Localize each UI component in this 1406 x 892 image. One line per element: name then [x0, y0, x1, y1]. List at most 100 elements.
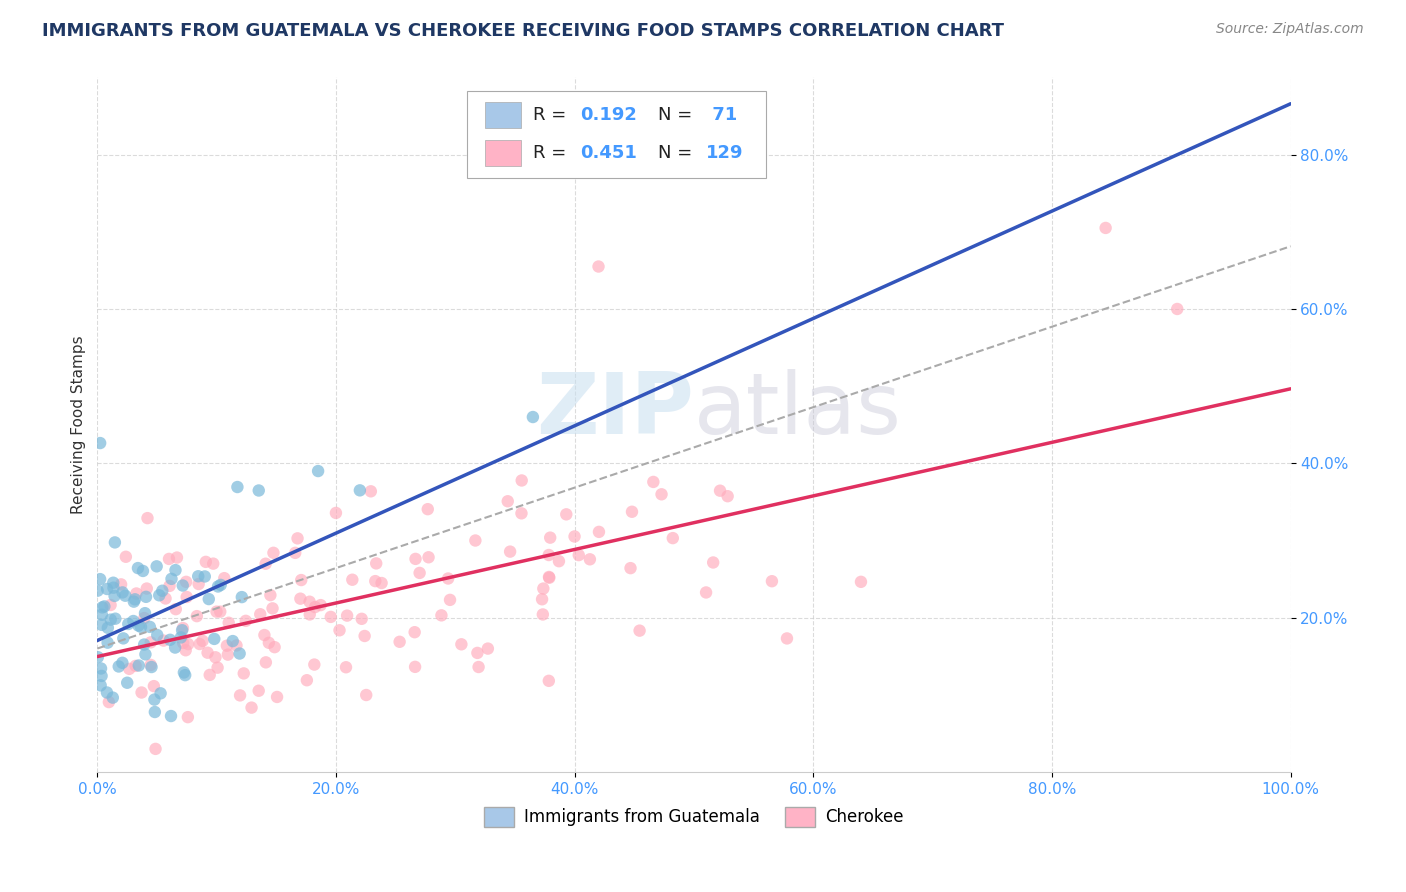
- Point: [531, 592, 554, 607]
- Text: 0.451: 0.451: [581, 145, 637, 162]
- Point: [96, 685, 118, 699]
- Point: [165, 602, 187, 616]
- Point: [202, 632, 225, 646]
- Point: [135, 582, 157, 596]
- Point: [103, 575, 125, 590]
- Point: [370, 576, 392, 591]
- Point: [152, 633, 174, 648]
- Point: [284, 546, 307, 560]
- Point: [336, 608, 359, 623]
- Point: [97, 621, 120, 635]
- Point: [115, 675, 138, 690]
- Point: [139, 657, 162, 672]
- Point: [139, 620, 162, 634]
- Point: [90, 678, 112, 692]
- Point: [1094, 221, 1116, 235]
- Point: [142, 679, 165, 693]
- Point: [194, 555, 217, 569]
- Point: [122, 594, 145, 608]
- Point: [287, 532, 309, 546]
- Point: [104, 535, 127, 549]
- Point: [110, 577, 132, 591]
- Point: [416, 502, 439, 516]
- Point: [100, 613, 122, 627]
- Point: [166, 550, 188, 565]
- Point: [124, 592, 146, 607]
- Point: [247, 683, 270, 698]
- Point: [207, 660, 229, 674]
- Point: [146, 628, 169, 642]
- Point: [247, 483, 270, 498]
- Point: [538, 531, 561, 545]
- Point: [141, 660, 163, 674]
- Text: R =: R =: [533, 106, 572, 124]
- Point: [197, 646, 219, 660]
- Point: [354, 688, 377, 702]
- Point: [86, 583, 108, 598]
- Point: [100, 598, 122, 612]
- Point: [717, 489, 740, 503]
- Point: [197, 592, 219, 607]
- Point: [643, 475, 665, 489]
- Point: [232, 666, 254, 681]
- Point: [628, 624, 651, 638]
- Point: [325, 506, 347, 520]
- Point: [702, 556, 724, 570]
- Point: [148, 588, 170, 602]
- Point: [548, 554, 571, 568]
- Point: [257, 636, 280, 650]
- Point: [404, 660, 426, 674]
- Point: [124, 658, 146, 673]
- Point: [131, 685, 153, 699]
- Legend: Immigrants from Guatemala, Cherokee: Immigrants from Guatemala, Cherokee: [478, 801, 910, 833]
- Point: [172, 578, 194, 592]
- Point: [761, 574, 783, 589]
- Point: [117, 617, 139, 632]
- Point: [89, 572, 111, 586]
- Text: ZIP: ZIP: [536, 369, 695, 452]
- Point: [496, 494, 519, 508]
- Text: N =: N =: [658, 145, 699, 162]
- Point: [307, 464, 329, 478]
- Point: [207, 580, 229, 594]
- Point: [107, 659, 129, 673]
- Point: [226, 480, 249, 494]
- Point: [467, 660, 489, 674]
- Point: [249, 607, 271, 622]
- Point: [304, 657, 326, 672]
- Point: [225, 639, 247, 653]
- Point: [90, 607, 112, 622]
- Point: [342, 573, 364, 587]
- Point: [266, 690, 288, 704]
- Point: [364, 574, 387, 588]
- Point: [439, 593, 461, 607]
- Point: [90, 617, 112, 632]
- Y-axis label: Receiving Food Stamps: Receiving Food Stamps: [72, 335, 86, 514]
- Point: [165, 640, 187, 655]
- Point: [360, 484, 382, 499]
- Point: [174, 643, 197, 657]
- Point: [165, 563, 187, 577]
- Point: [111, 585, 134, 599]
- Point: [103, 589, 125, 603]
- Point: [695, 585, 717, 599]
- Text: N =: N =: [658, 106, 699, 124]
- Point: [202, 557, 225, 571]
- Point: [89, 436, 111, 450]
- Point: [564, 529, 586, 543]
- Point: [96, 582, 118, 596]
- Point: [228, 647, 250, 661]
- Point: [134, 606, 156, 620]
- Point: [309, 598, 332, 612]
- Point: [335, 660, 357, 674]
- Point: [538, 571, 561, 585]
- Point: [172, 636, 194, 650]
- Point: [143, 705, 166, 719]
- Point: [177, 637, 200, 651]
- Point: [349, 483, 371, 498]
- Point: [145, 742, 167, 756]
- Point: [209, 605, 232, 619]
- Point: [555, 508, 578, 522]
- Point: [128, 658, 150, 673]
- Point: [136, 511, 159, 525]
